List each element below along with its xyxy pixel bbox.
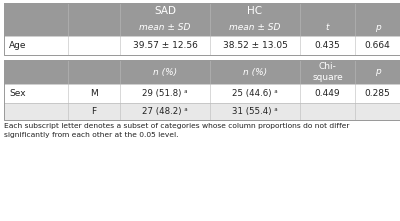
Text: HC: HC: [248, 6, 262, 16]
Text: n (%): n (%): [243, 67, 267, 76]
Text: Sex: Sex: [9, 89, 26, 98]
Text: 0.285: 0.285: [365, 89, 390, 98]
Text: Chi-
square: Chi- square: [312, 62, 343, 82]
Text: M: M: [90, 89, 98, 98]
Text: 39.57 ± 12.56: 39.57 ± 12.56: [132, 41, 198, 50]
Text: 25 (44.6) ᵃ: 25 (44.6) ᵃ: [232, 89, 278, 98]
Bar: [4, 84, 400, 103]
Text: 31 (55.4) ᵃ: 31 (55.4) ᵃ: [232, 107, 278, 116]
Bar: [4, 19, 400, 36]
Text: 0.449: 0.449: [315, 89, 340, 98]
Bar: [4, 60, 400, 120]
Bar: [4, 36, 400, 55]
Text: 27 (48.2) ᵃ: 27 (48.2) ᵃ: [142, 107, 188, 116]
Text: Age: Age: [9, 41, 26, 50]
Text: t: t: [326, 23, 329, 32]
Bar: [4, 60, 400, 84]
Text: n (%): n (%): [153, 67, 177, 76]
Text: mean ± SD: mean ± SD: [139, 23, 191, 32]
Text: 0.664: 0.664: [365, 41, 390, 50]
Text: F: F: [92, 107, 96, 116]
Text: 38.52 ± 13.05: 38.52 ± 13.05: [222, 41, 288, 50]
Text: p: p: [375, 67, 380, 76]
Text: Each subscript letter denotes a subset of categories whose column proportions do: Each subscript letter denotes a subset o…: [4, 123, 349, 137]
Text: 29 (51.8) ᵃ: 29 (51.8) ᵃ: [142, 89, 188, 98]
Text: mean ± SD: mean ± SD: [229, 23, 281, 32]
Text: 0.435: 0.435: [315, 41, 340, 50]
Text: p: p: [375, 23, 380, 32]
Bar: [4, 3, 400, 19]
Bar: [4, 3, 400, 55]
Bar: [4, 103, 400, 120]
Text: SAD: SAD: [154, 6, 176, 16]
